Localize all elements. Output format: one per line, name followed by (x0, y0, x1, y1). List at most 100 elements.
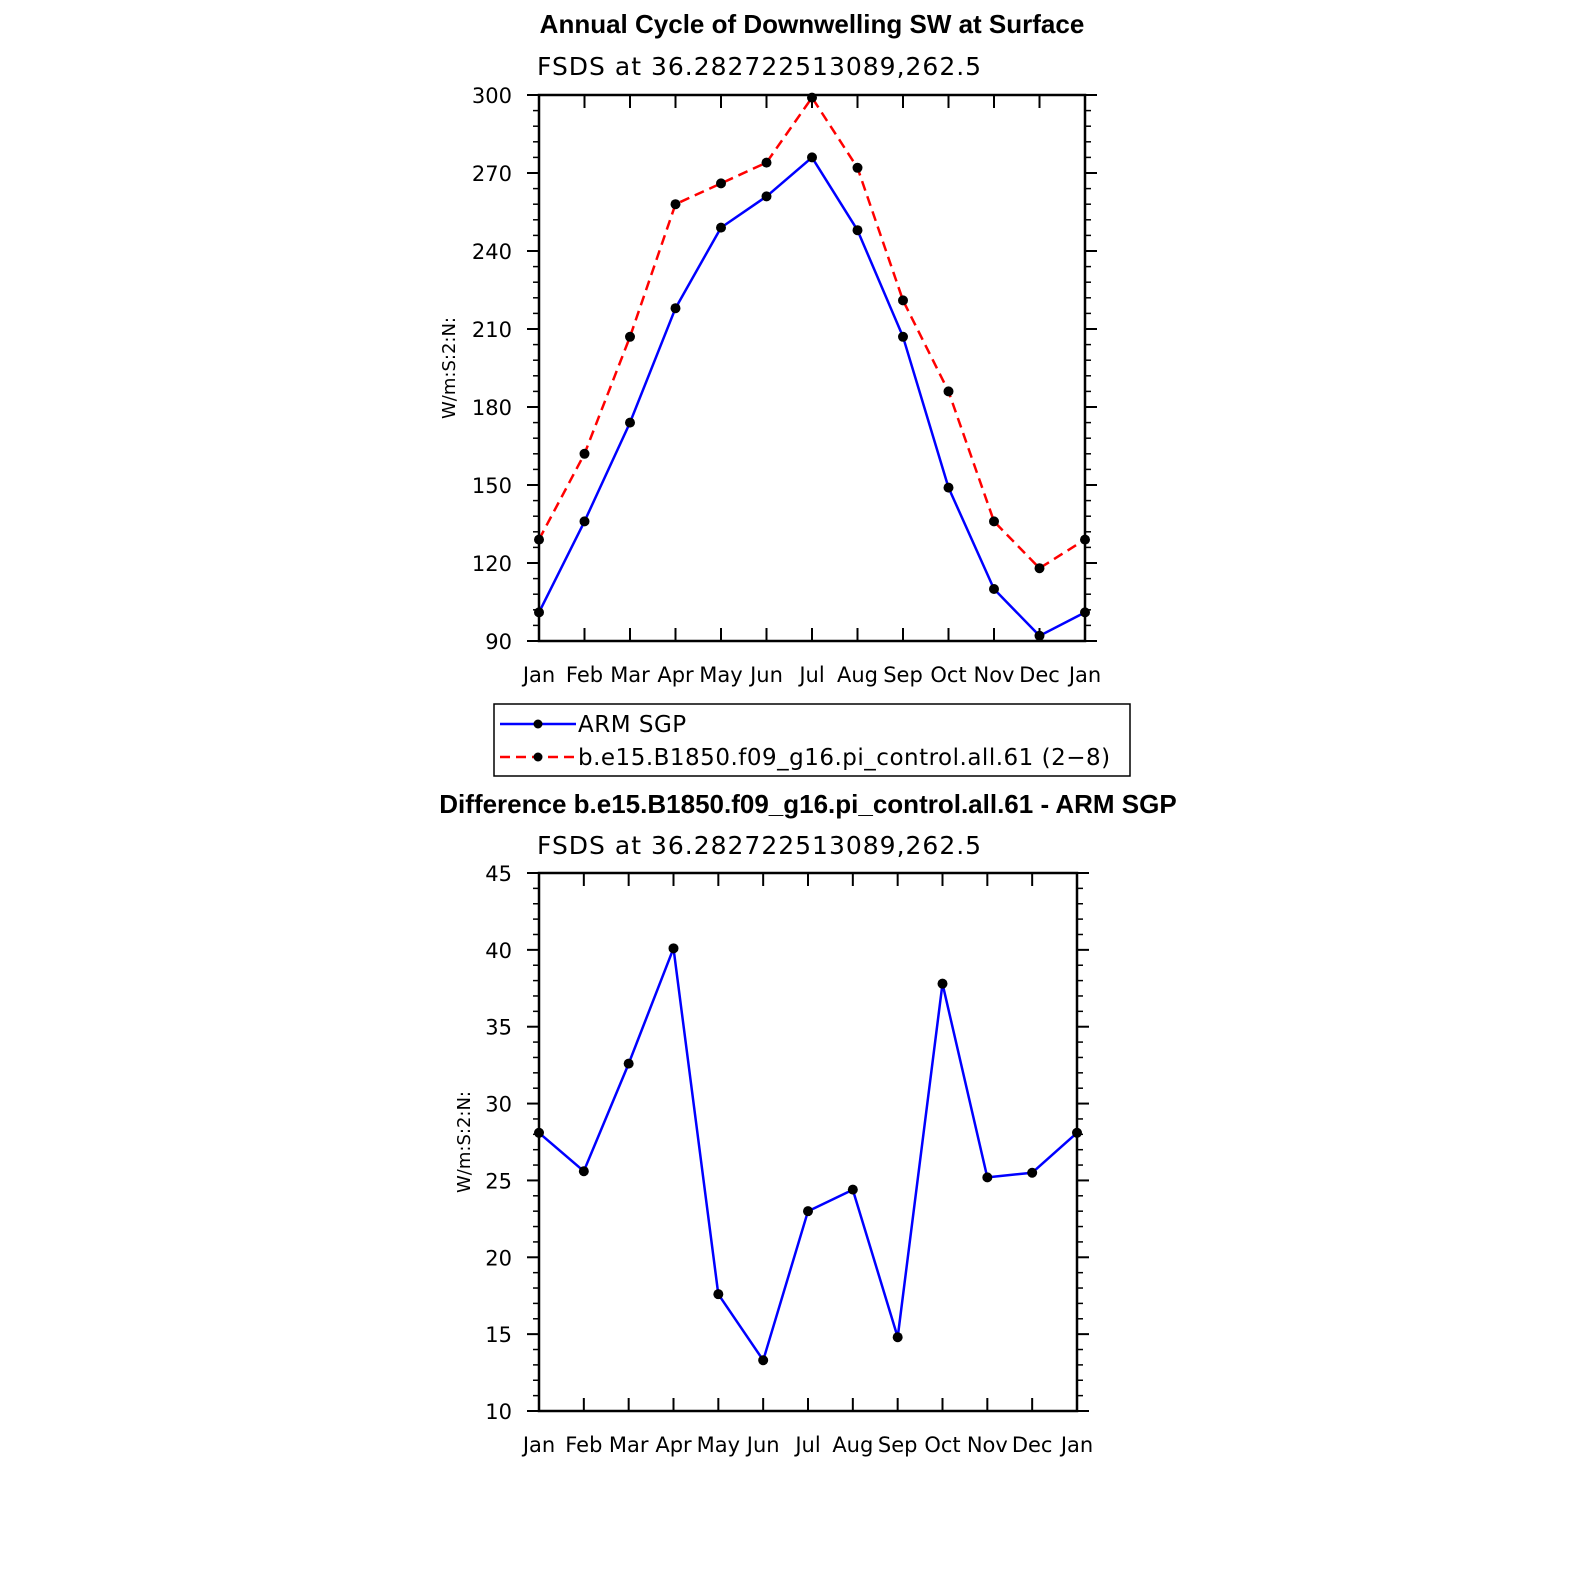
data-point (761, 191, 772, 202)
x-tick-label: Nov (967, 1433, 1008, 1457)
x-tick-label: Mar (610, 663, 650, 687)
data-point (670, 199, 681, 210)
data-point (989, 516, 999, 527)
x-tick-label: May (697, 1433, 740, 1457)
legend-label-model: b.e15.B1850.f09_g16.pi_control.all.61 (2… (578, 745, 1111, 771)
x-tick-label: Jan (1067, 663, 1101, 687)
y-tick-label: 20 (485, 1246, 512, 1270)
y-tick-label: 240 (472, 240, 512, 264)
plot-frame (537, 871, 1079, 1413)
data-point (898, 295, 908, 306)
x-tick-label: Oct (930, 663, 966, 687)
data-point (534, 534, 544, 545)
x-tick-label: Sep (883, 663, 923, 687)
legend-marker-model (533, 752, 543, 762)
chart-title: Difference b.e15.B1850.f09_g16.pi_contro… (439, 789, 1176, 819)
y-tick-label: 270 (472, 162, 512, 186)
data-point (1080, 534, 1090, 545)
y-tick-label: 25 (485, 1169, 512, 1193)
data-point (716, 222, 726, 233)
x-tick-label: Jun (745, 1433, 780, 1457)
data-point (847, 1184, 858, 1195)
x-tick-label: Jan (1059, 1433, 1093, 1457)
x-tick-label: Feb (566, 663, 603, 687)
y-tick-label: 300 (472, 84, 512, 108)
data-point (852, 162, 863, 173)
x-tick-label: Jul (797, 663, 824, 687)
y-tick-label: 40 (485, 939, 512, 963)
plot-area: Jan Feb Mar Apr May Jun Jul Aug Sep Oct Nov Dec Jan1… (485, 862, 1093, 1457)
x-tick-label: Feb (565, 1433, 602, 1457)
x-tick-label: May (699, 663, 742, 687)
legend-marker-arm-sgp (533, 719, 543, 729)
y-tick-label: 120 (472, 552, 512, 576)
x-tick-label: Jan (521, 663, 555, 687)
series-line-0 (538, 947, 1078, 1362)
y-axis-label: W/m:S:2:N: (439, 317, 460, 419)
data-point (625, 331, 635, 342)
data-point (625, 417, 635, 428)
x-tick-label: Apr (655, 1433, 692, 1457)
plot-area: Jan Feb Mar Apr May Jun Jul Aug Sep Oct Nov Dec Jan 9… (472, 84, 1101, 687)
data-point (1080, 607, 1090, 618)
x-tick-label: Sep (878, 1433, 918, 1457)
x-tick-label: Jun (748, 663, 783, 687)
difference-panel: Difference b.e15.B1850.f09_g16.pi_contro… (439, 789, 1176, 1457)
legend: ARM SGP b.e15.B1850.f09_g16.pi_control.a… (493, 703, 1131, 777)
data-point (1034, 563, 1045, 574)
data-point (943, 482, 954, 493)
data-point (1027, 1167, 1038, 1178)
y-tick-label: 30 (485, 1093, 512, 1117)
data-point (982, 1172, 993, 1183)
data-point (898, 331, 908, 342)
y-tick-label: 35 (485, 1016, 512, 1040)
series-line-0 (537, 156, 1086, 638)
x-tick-label: Jul (793, 1433, 820, 1457)
data-point (943, 386, 954, 397)
y-tick-label: 15 (485, 1323, 512, 1347)
plot-frame (537, 93, 1087, 643)
x-tick-label: Jan (521, 1433, 555, 1457)
data-point (937, 978, 948, 989)
x-tick-label: Apr (657, 663, 694, 687)
data-point (807, 152, 817, 163)
data-point (623, 1058, 634, 1069)
data-point (1034, 630, 1045, 641)
data-point (892, 1332, 903, 1343)
data-point (668, 943, 679, 954)
chart-title: Annual Cycle of Downwelling SW at Surfac… (540, 9, 1085, 39)
data-point (989, 584, 999, 594)
data-point (803, 1206, 813, 1217)
annual-cycle-panel: Annual Cycle of Downwelling SW at Surfac… (439, 9, 1101, 687)
chart-subtitle: FSDS at 36.282722513089,262.5 (537, 52, 982, 81)
y-tick-label: 45 (485, 862, 512, 886)
data-point (1072, 1127, 1082, 1138)
data-point (716, 178, 726, 189)
x-tick-label: Dec (1019, 663, 1060, 687)
data-point (578, 1166, 589, 1177)
x-tick-label: Mar (609, 1433, 649, 1457)
data-point (713, 1289, 724, 1300)
legend-label-arm-sgp: ARM SGP (578, 712, 687, 738)
chart-subtitle: FSDS at 36.282722513089,262.5 (537, 831, 982, 860)
x-tick-label: Oct (924, 1433, 960, 1457)
data-point (670, 303, 681, 314)
x-tick-label: Aug (837, 663, 878, 687)
y-axis-label: W/m:S:2:N: (454, 1091, 475, 1193)
legend-box (493, 703, 1131, 777)
data-point (807, 92, 817, 103)
y-tick-label: 90 (485, 630, 512, 654)
y-tick-label: 10 (485, 1400, 512, 1424)
y-tick-label: 210 (472, 318, 512, 342)
y-tick-label: 150 (472, 474, 512, 498)
data-point (579, 448, 590, 459)
data-point (852, 225, 863, 236)
data-point (761, 157, 772, 168)
x-tick-label: Dec (1012, 1433, 1053, 1457)
x-tick-label: Aug (832, 1433, 873, 1457)
y-tick-label: 180 (472, 396, 512, 420)
x-tick-label: Nov (974, 663, 1015, 687)
data-point (758, 1355, 769, 1366)
series-line-1 (537, 96, 1086, 570)
